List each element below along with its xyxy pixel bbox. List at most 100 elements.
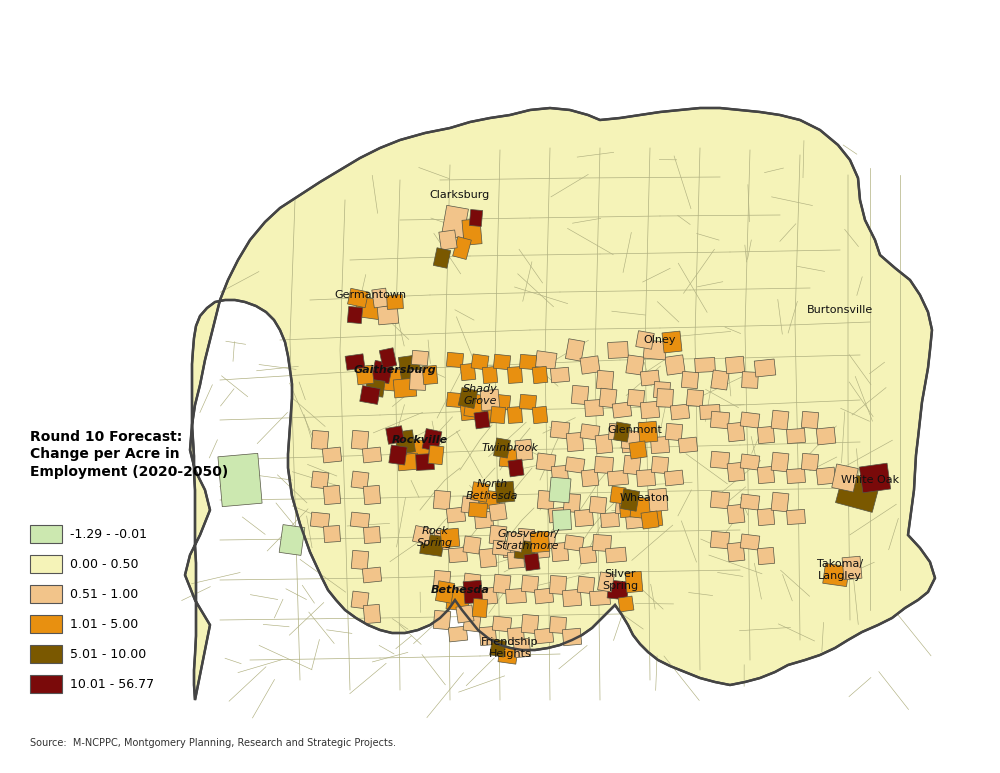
Text: Silver
Spring: Silver Spring	[602, 569, 638, 591]
FancyBboxPatch shape	[30, 675, 62, 693]
Polygon shape	[464, 397, 486, 418]
Polygon shape	[537, 490, 555, 509]
Polygon shape	[612, 402, 632, 418]
Polygon shape	[363, 526, 381, 543]
Polygon shape	[503, 543, 521, 557]
Polygon shape	[650, 437, 670, 454]
Polygon shape	[614, 422, 630, 442]
Polygon shape	[311, 431, 329, 450]
Polygon shape	[433, 611, 451, 630]
Polygon shape	[474, 411, 490, 429]
Text: Rockville: Rockville	[392, 435, 448, 445]
Polygon shape	[493, 354, 511, 369]
Polygon shape	[548, 507, 568, 523]
Polygon shape	[471, 482, 489, 502]
Polygon shape	[618, 596, 634, 612]
Polygon shape	[536, 531, 556, 549]
Polygon shape	[507, 551, 525, 568]
Polygon shape	[574, 509, 594, 526]
Polygon shape	[439, 230, 457, 250]
Polygon shape	[416, 454, 434, 471]
Polygon shape	[323, 526, 341, 543]
Polygon shape	[757, 427, 775, 444]
Text: Gaithersburg: Gaithersburg	[354, 365, 436, 375]
Polygon shape	[757, 547, 775, 564]
Polygon shape	[463, 573, 481, 591]
Polygon shape	[446, 589, 470, 611]
Polygon shape	[651, 456, 669, 474]
Polygon shape	[725, 356, 745, 374]
Polygon shape	[379, 348, 397, 368]
Polygon shape	[508, 459, 524, 477]
Polygon shape	[605, 547, 627, 563]
Polygon shape	[515, 439, 533, 461]
Polygon shape	[446, 393, 464, 407]
Polygon shape	[218, 453, 262, 506]
Polygon shape	[710, 411, 730, 429]
Polygon shape	[448, 547, 468, 563]
Text: Source:  M-NCPPC, Montgomery Planning, Research and Strategic Projects.: Source: M-NCPPC, Montgomery Planning, Re…	[30, 738, 396, 748]
Text: Round 10 Forecast:
Change per Acre in
Employment (2020-2050): Round 10 Forecast: Change per Acre in Em…	[30, 430, 228, 478]
Polygon shape	[566, 432, 584, 451]
Polygon shape	[519, 394, 537, 410]
Polygon shape	[771, 410, 789, 430]
Polygon shape	[549, 575, 567, 594]
Polygon shape	[615, 495, 633, 515]
Polygon shape	[564, 535, 584, 551]
Text: Clarksburg: Clarksburg	[430, 190, 490, 200]
FancyBboxPatch shape	[30, 585, 62, 603]
Polygon shape	[647, 509, 663, 526]
Polygon shape	[657, 389, 673, 407]
Polygon shape	[279, 525, 305, 555]
Polygon shape	[563, 493, 581, 512]
Polygon shape	[377, 305, 399, 325]
Polygon shape	[532, 366, 548, 383]
Polygon shape	[351, 591, 369, 609]
Polygon shape	[492, 616, 512, 632]
Polygon shape	[460, 404, 476, 421]
Polygon shape	[580, 424, 600, 440]
Polygon shape	[185, 108, 935, 700]
Polygon shape	[596, 370, 614, 390]
Polygon shape	[422, 428, 442, 451]
Polygon shape	[771, 492, 789, 512]
Polygon shape	[550, 421, 570, 439]
Text: 0.00 - 0.50: 0.00 - 0.50	[70, 557, 138, 570]
Polygon shape	[598, 572, 614, 592]
Text: -1.29 - -0.01: -1.29 - -0.01	[70, 527, 147, 540]
Polygon shape	[521, 575, 539, 593]
Polygon shape	[345, 354, 365, 370]
Polygon shape	[562, 589, 582, 607]
Polygon shape	[440, 528, 460, 548]
Polygon shape	[393, 378, 417, 398]
Polygon shape	[625, 571, 643, 593]
Polygon shape	[428, 445, 444, 465]
Polygon shape	[550, 367, 570, 383]
Polygon shape	[584, 400, 604, 417]
Polygon shape	[386, 426, 404, 444]
Polygon shape	[742, 372, 758, 388]
Polygon shape	[801, 453, 819, 471]
Polygon shape	[823, 564, 849, 587]
Polygon shape	[351, 471, 369, 489]
Polygon shape	[310, 512, 330, 528]
Polygon shape	[740, 412, 760, 428]
Polygon shape	[489, 503, 507, 521]
Polygon shape	[507, 628, 525, 645]
Polygon shape	[461, 496, 479, 514]
Polygon shape	[521, 615, 539, 634]
Polygon shape	[607, 470, 629, 486]
Text: Wheaton: Wheaton	[620, 493, 670, 503]
Polygon shape	[420, 533, 444, 557]
FancyBboxPatch shape	[30, 615, 62, 633]
FancyBboxPatch shape	[30, 645, 62, 663]
Text: Rock
Spring: Rock Spring	[417, 526, 453, 548]
Polygon shape	[551, 543, 569, 562]
Polygon shape	[442, 206, 468, 239]
Text: White Oak: White Oak	[841, 475, 899, 485]
Polygon shape	[387, 295, 403, 309]
Polygon shape	[787, 509, 805, 525]
Polygon shape	[740, 534, 760, 550]
Polygon shape	[479, 490, 501, 510]
Text: Glenmont: Glenmont	[608, 425, 662, 435]
